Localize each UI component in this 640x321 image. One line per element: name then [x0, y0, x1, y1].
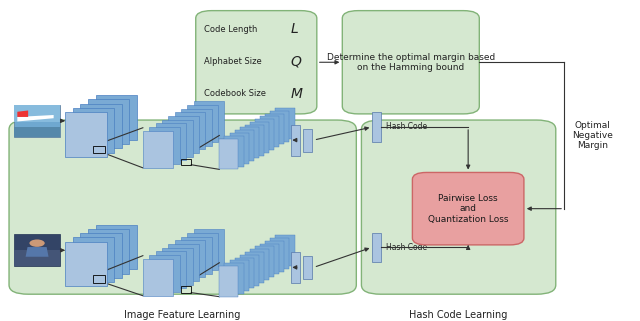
- FancyBboxPatch shape: [372, 232, 381, 262]
- FancyBboxPatch shape: [156, 124, 186, 160]
- FancyBboxPatch shape: [225, 136, 244, 167]
- FancyBboxPatch shape: [14, 105, 60, 122]
- FancyBboxPatch shape: [9, 120, 356, 294]
- FancyBboxPatch shape: [149, 255, 180, 292]
- FancyBboxPatch shape: [412, 172, 524, 245]
- FancyBboxPatch shape: [255, 247, 274, 277]
- FancyBboxPatch shape: [143, 259, 173, 296]
- FancyBboxPatch shape: [230, 133, 248, 164]
- Text: Alphabet Size: Alphabet Size: [204, 57, 262, 66]
- FancyBboxPatch shape: [65, 242, 106, 287]
- FancyBboxPatch shape: [291, 252, 300, 283]
- FancyBboxPatch shape: [372, 112, 381, 142]
- FancyBboxPatch shape: [14, 127, 60, 137]
- FancyBboxPatch shape: [168, 116, 199, 153]
- FancyBboxPatch shape: [96, 225, 137, 269]
- FancyBboxPatch shape: [265, 241, 284, 272]
- FancyBboxPatch shape: [14, 105, 60, 137]
- Polygon shape: [17, 110, 28, 117]
- FancyBboxPatch shape: [260, 244, 279, 274]
- FancyBboxPatch shape: [14, 234, 60, 266]
- FancyBboxPatch shape: [265, 114, 284, 144]
- FancyBboxPatch shape: [245, 125, 264, 155]
- FancyBboxPatch shape: [194, 101, 225, 138]
- FancyBboxPatch shape: [96, 95, 137, 140]
- Text: Optimal
Negative
Margin: Optimal Negative Margin: [572, 121, 612, 150]
- FancyBboxPatch shape: [143, 131, 173, 168]
- Text: Code Length: Code Length: [204, 25, 257, 34]
- Text: Image Feature Learning: Image Feature Learning: [125, 310, 241, 320]
- FancyBboxPatch shape: [303, 256, 312, 279]
- FancyBboxPatch shape: [73, 108, 114, 153]
- FancyBboxPatch shape: [275, 235, 294, 266]
- FancyBboxPatch shape: [240, 255, 259, 286]
- FancyBboxPatch shape: [235, 130, 253, 161]
- FancyBboxPatch shape: [362, 120, 556, 294]
- Circle shape: [29, 239, 45, 247]
- Text: Hash Code: Hash Code: [387, 123, 428, 132]
- FancyBboxPatch shape: [235, 257, 253, 288]
- FancyBboxPatch shape: [260, 116, 279, 147]
- FancyBboxPatch shape: [149, 127, 180, 164]
- FancyBboxPatch shape: [270, 238, 289, 269]
- FancyBboxPatch shape: [250, 122, 269, 153]
- FancyBboxPatch shape: [88, 100, 129, 144]
- Text: $\mathit{M}$: $\mathit{M}$: [290, 87, 303, 101]
- Text: Hash Code: Hash Code: [387, 243, 428, 252]
- FancyBboxPatch shape: [245, 252, 264, 283]
- FancyBboxPatch shape: [230, 260, 248, 291]
- Text: $\mathit{Q}$: $\mathit{Q}$: [290, 54, 303, 69]
- FancyBboxPatch shape: [342, 11, 479, 114]
- FancyBboxPatch shape: [188, 105, 218, 142]
- FancyBboxPatch shape: [88, 229, 129, 273]
- FancyBboxPatch shape: [73, 238, 114, 282]
- FancyBboxPatch shape: [162, 248, 193, 285]
- FancyBboxPatch shape: [181, 237, 212, 273]
- FancyBboxPatch shape: [225, 263, 244, 294]
- FancyBboxPatch shape: [303, 128, 312, 152]
- Text: Pairwise Loss
and
Quantization Loss: Pairwise Loss and Quantization Loss: [428, 194, 508, 223]
- FancyBboxPatch shape: [250, 249, 269, 280]
- FancyBboxPatch shape: [81, 233, 122, 278]
- FancyBboxPatch shape: [168, 244, 199, 281]
- Text: Hash Code Learning: Hash Code Learning: [410, 310, 508, 320]
- FancyBboxPatch shape: [181, 108, 212, 146]
- FancyBboxPatch shape: [175, 240, 205, 277]
- Text: Codebook Size: Codebook Size: [204, 89, 266, 98]
- FancyBboxPatch shape: [162, 120, 193, 157]
- FancyBboxPatch shape: [156, 251, 186, 288]
- FancyBboxPatch shape: [194, 229, 225, 266]
- Text: Determine the optimal margin based
on the Hamming bound: Determine the optimal margin based on th…: [326, 53, 495, 72]
- FancyBboxPatch shape: [240, 127, 259, 158]
- FancyBboxPatch shape: [81, 104, 122, 148]
- FancyBboxPatch shape: [220, 266, 239, 297]
- FancyBboxPatch shape: [255, 119, 274, 150]
- FancyBboxPatch shape: [291, 125, 300, 155]
- FancyBboxPatch shape: [188, 233, 218, 270]
- Text: $\mathit{L}$: $\mathit{L}$: [290, 22, 299, 36]
- FancyBboxPatch shape: [196, 11, 317, 114]
- Polygon shape: [26, 247, 49, 257]
- FancyBboxPatch shape: [275, 108, 294, 139]
- FancyBboxPatch shape: [175, 112, 205, 149]
- FancyBboxPatch shape: [270, 111, 289, 142]
- FancyBboxPatch shape: [14, 250, 60, 266]
- FancyBboxPatch shape: [65, 112, 106, 157]
- FancyBboxPatch shape: [220, 139, 239, 169]
- Polygon shape: [17, 115, 54, 121]
